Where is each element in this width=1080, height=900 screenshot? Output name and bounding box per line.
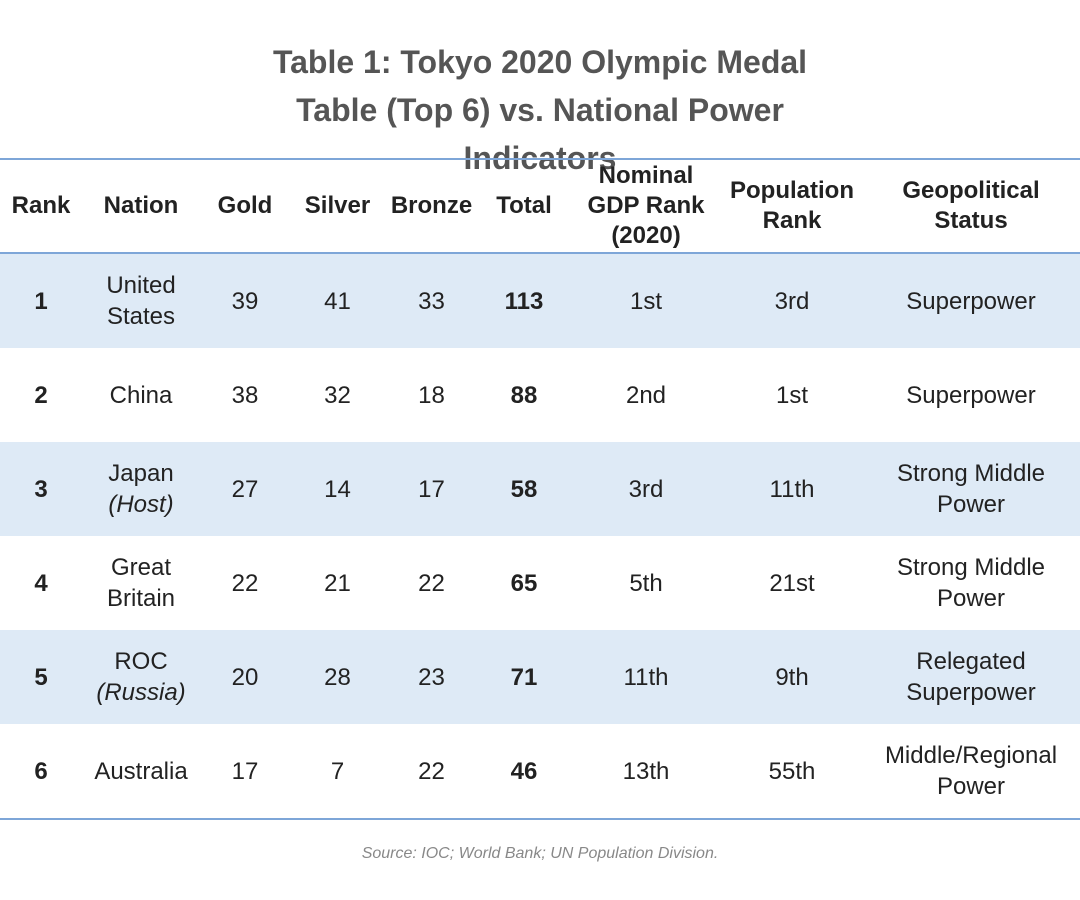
nation-name: China xyxy=(109,381,173,409)
rank-cell: 5 xyxy=(0,630,82,724)
medal-table: Rank Nation Gold Silver Bronze Total Nominal G… xyxy=(0,158,1080,820)
total-cell: 58 xyxy=(478,442,570,536)
nation-cell: Australia xyxy=(82,724,200,819)
table-row: 1 United States 39 41 33 113 1st 3rd Superpower xyxy=(0,253,1080,348)
status-cell: Strong Middle Power xyxy=(896,554,1046,612)
table-row: 5 ROC (Russia) 20 28 23 71 11th 9th Relegated Sup… xyxy=(0,630,1080,724)
nation-note: (Host) xyxy=(108,491,174,518)
total-cell: 113 xyxy=(478,253,570,348)
silver-cell: 14 xyxy=(290,442,385,536)
nation-cell: Great Britain xyxy=(82,536,200,630)
column-header: Nation xyxy=(82,159,200,254)
status-cell: Superpower xyxy=(862,253,1080,348)
population-rank-cell: 9th xyxy=(722,630,862,724)
table-row: 2 China 38 32 18 88 2nd 1st Superpower xyxy=(0,348,1080,442)
population-rank-cell: 1st xyxy=(775,381,808,409)
nation-cell: Japan (Host) xyxy=(82,442,200,536)
nation-name: Japan xyxy=(108,460,174,487)
total-cell: 88 xyxy=(510,381,538,409)
bronze-cell: 22 xyxy=(418,757,445,785)
column-header: Rank xyxy=(0,159,82,254)
gdp-rank-cell: 3rd xyxy=(570,442,722,536)
title: Table 1: Tokyo 2020 Olympic Medal Table … xyxy=(272,44,808,176)
bronze-cell: 17 xyxy=(385,442,478,536)
column-header: Silver xyxy=(290,159,385,254)
column-header: Nominal GDP Rank (2020) xyxy=(570,159,722,254)
silver-cell: 21 xyxy=(324,569,351,597)
nation-name: Great Britain xyxy=(106,554,176,612)
silver-cell: 7 xyxy=(330,757,345,785)
table-row: 6 Australia 17 7 22 46 13th 55th Middle/Regional… xyxy=(0,724,1080,819)
rank-cell: 4 xyxy=(34,569,48,597)
rank-cell: 6 xyxy=(34,757,48,785)
bronze-cell: 33 xyxy=(385,253,478,348)
total-cell: 71 xyxy=(478,630,570,724)
rank-cell: 3 xyxy=(0,442,82,536)
nation-cell: United States xyxy=(82,253,200,348)
source: Source: IOC; World Bank; UN Population D… xyxy=(361,845,719,862)
gdp-rank-cell: 13th xyxy=(622,757,670,785)
rank-cell: 1 xyxy=(0,253,82,348)
rank-cell: 2 xyxy=(34,381,48,409)
bronze-cell: 18 xyxy=(418,381,445,409)
total-cell: 65 xyxy=(510,569,538,597)
table-row: 4 Great Britain 22 21 22 65 5th 21st Strong Midd… xyxy=(0,536,1080,630)
status-cell: Middle/Regional Power xyxy=(884,742,1058,800)
nation-cell: China xyxy=(82,348,200,442)
header-row: Rank Nation Gold Silver Bronze Total Nominal G… xyxy=(0,159,1080,254)
gdp-rank-cell: 2nd xyxy=(625,381,667,409)
population-rank-cell: 3rd xyxy=(722,253,862,348)
gold-cell: 38 xyxy=(231,381,259,409)
status-cell: Superpower xyxy=(906,381,1036,409)
column-header: Population Rank xyxy=(722,159,862,254)
population-rank-cell: 55th xyxy=(768,757,816,785)
bronze-cell: 23 xyxy=(385,630,478,724)
table-row: 3 Japan (Host) 27 14 17 58 3rd 11th Strong Middle… xyxy=(0,442,1080,536)
gold-cell: 20 xyxy=(200,630,290,724)
population-rank-cell: 21st xyxy=(769,569,815,597)
bronze-cell: 22 xyxy=(418,569,445,597)
silver-cell: 32 xyxy=(324,381,351,409)
nation-name: Australia xyxy=(94,757,188,785)
gold-cell: 17 xyxy=(231,757,259,785)
status-cell: Strong Middle Power xyxy=(862,442,1080,536)
nation-name: United States xyxy=(106,272,176,330)
nation-name: ROC xyxy=(114,648,168,675)
gold-cell: 39 xyxy=(200,253,290,348)
gdp-rank-cell: 11th xyxy=(570,630,722,724)
column-header: Total xyxy=(478,159,570,254)
gold-cell: 27 xyxy=(200,442,290,536)
silver-cell: 41 xyxy=(290,253,385,348)
gdp-rank-cell: 1st xyxy=(570,253,722,348)
nation-cell: ROC (Russia) xyxy=(82,630,200,724)
table-body: 1 United States 39 41 33 113 1st 3rd Superpower 2… xyxy=(0,253,1080,819)
gold-cell: 22 xyxy=(231,569,259,597)
column-header: Gold xyxy=(200,159,290,254)
column-header: Bronze xyxy=(385,159,478,254)
population-rank-cell: 11th xyxy=(722,442,862,536)
silver-cell: 28 xyxy=(290,630,385,724)
status-cell: Relegated Superpower xyxy=(862,630,1080,724)
gdp-rank-cell: 5th xyxy=(629,569,663,597)
total-cell: 46 xyxy=(510,757,538,785)
nation-note: (Russia) xyxy=(96,679,186,706)
column-header: Geopolitical Status xyxy=(862,159,1080,254)
